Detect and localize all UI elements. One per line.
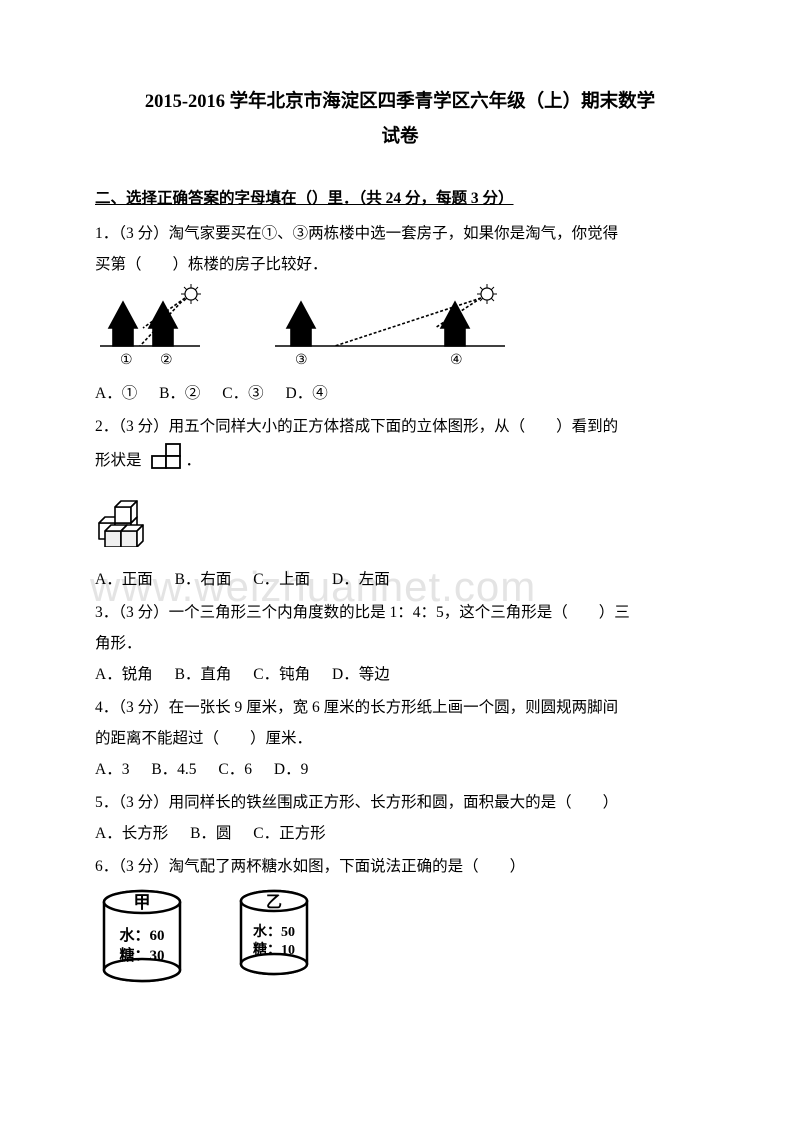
- q2-opt-a: A．正面: [95, 564, 153, 595]
- q5-options: A．长方形 B．圆 C．正方形: [95, 818, 705, 849]
- cup-a-label: 甲: [134, 893, 151, 912]
- q6-stem: 6．（3 分）淘气配了两杯糖水如图，下面说法正确的是（ ）: [95, 851, 705, 882]
- title-line-1: 2015-2016 学年北京市海淀区四季青学区六年级（上）期末数学: [95, 85, 705, 120]
- q4-stem-1: 4．（3 分）在一张长 9 厘米，宽 6 厘米的长方形纸上画一个圆，则圆规两脚间: [95, 692, 705, 723]
- q2-cube-figure: [95, 485, 705, 558]
- q3-stem-1: 3．（3 分）一个三角形三个内角度数的比是 1：4：5，这个三角形是（ ）三: [95, 597, 705, 628]
- cup-a-line2: 糖：30: [119, 946, 164, 964]
- q1-label-4: ④: [450, 353, 463, 368]
- exam-title: 2015-2016 学年北京市海淀区四季青学区六年级（上）期末数学 试卷: [95, 85, 705, 155]
- q3-opt-d: D．等边: [332, 659, 390, 690]
- q1-stem-1: 1．（3 分）淘气家要买在①、③两栋楼中选一套房子，如果你是淘气，你觉得: [95, 218, 705, 249]
- q4-opt-b: B．4.5: [151, 754, 196, 785]
- q1-figure: ① ② ③ ④: [95, 284, 705, 372]
- q4-opt-d: D．9: [274, 754, 308, 785]
- q1-options: A．① B．② C．③ D．④: [95, 378, 705, 409]
- section-header: 二、选择正确答案的字母填在（）里．（共 24 分，每题 3 分）: [95, 183, 705, 214]
- q1-opt-d: D．④: [286, 378, 328, 409]
- q2-opt-b: B．右面: [175, 564, 232, 595]
- q1-label-1: ①: [120, 353, 133, 368]
- q1-stem-2: 买第（ ）栋楼的房子比较好．: [95, 249, 705, 280]
- q2-stem-1: 2．（3 分）用五个同样大小的正方体搭成下面的立体图形，从（ ）看到的: [95, 411, 705, 442]
- q1-opt-c: C．③: [222, 378, 263, 409]
- q6: 6．（3 分）淘气配了两杯糖水如图，下面说法正确的是（ ） 甲 水：60 糖：3…: [95, 851, 705, 986]
- q2-opt-c: C．上面: [253, 564, 310, 595]
- q3-opt-c: C．钝角: [253, 659, 310, 690]
- q3-opt-b: B．直角: [175, 659, 232, 690]
- q2-opt-d: D．左面: [332, 564, 390, 595]
- q4-stem-2: 的距离不能超过（ ）厘米．: [95, 723, 705, 754]
- q4-opt-a: A．3: [95, 754, 129, 785]
- q5-opt-c: C．正方形: [253, 818, 325, 849]
- cup-b-line1: 水：50: [253, 923, 295, 940]
- q5-opt-b: B．圆: [190, 818, 231, 849]
- q4-opt-c: C．6: [218, 754, 252, 785]
- title-line-2: 试卷: [95, 120, 705, 155]
- q4-options: A．3 B．4.5 C．6 D．9: [95, 754, 705, 785]
- cup-b-line2: 糖：10: [253, 941, 295, 958]
- q2-stem-2: 形状是 ．: [95, 442, 705, 481]
- q5-opt-a: A．长方形: [95, 818, 168, 849]
- q3-stem-2: 角形．: [95, 628, 705, 659]
- q2: 2．（3 分）用五个同样大小的正方体搭成下面的立体图形，从（ ）看到的 形状是 …: [95, 411, 705, 595]
- q1-label-2: ②: [160, 353, 173, 368]
- q3-options: A．锐角 B．直角 C．钝角 D．等边: [95, 659, 705, 690]
- q3-opt-a: A．锐角: [95, 659, 153, 690]
- cup-b-label: 乙: [266, 894, 282, 911]
- cup-a-line1: 水：60: [119, 926, 164, 944]
- q5: 5．（3 分）用同样长的铁丝围成正方形、长方形和圆，面积最大的是（ ） A．长方…: [95, 787, 705, 849]
- q1-opt-a: A．①: [95, 378, 137, 409]
- q1-opt-b: B．②: [159, 378, 200, 409]
- q2-flat-shape: [146, 442, 186, 481]
- q1-label-3: ③: [295, 353, 308, 368]
- cup-a: 甲 水：60 糖：30: [95, 888, 190, 986]
- q1: 1．（3 分）淘气家要买在①、③两栋楼中选一套房子，如果你是淘气，你觉得 买第（…: [95, 218, 705, 409]
- cup-b: 乙 水：50 糖：10: [232, 888, 327, 980]
- q4: 4．（3 分）在一张长 9 厘米，宽 6 厘米的长方形纸上画一个圆，则圆规两脚间…: [95, 692, 705, 785]
- q3: 3．（3 分）一个三角形三个内角度数的比是 1：4：5，这个三角形是（ ）三 角…: [95, 597, 705, 690]
- q6-figure: 甲 水：60 糖：30 乙 水：50 糖：10: [95, 888, 705, 986]
- q2-options: A．正面 B．右面 C．上面 D．左面: [95, 564, 705, 595]
- page-content: 2015-2016 学年北京市海淀区四季青学区六年级（上）期末数学 试卷 二、选…: [95, 85, 705, 986]
- q5-stem: 5．（3 分）用同样长的铁丝围成正方形、长方形和圆，面积最大的是（ ）: [95, 787, 705, 818]
